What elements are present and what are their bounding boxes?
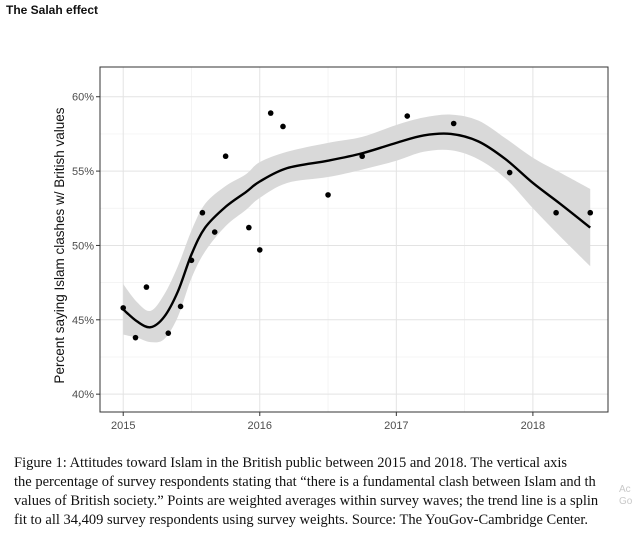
data-point — [222, 153, 229, 160]
data-point — [120, 305, 127, 311]
plot-panel-border — [99, 66, 609, 413]
watermark-line: Ac — [619, 484, 631, 495]
data-point — [359, 153, 365, 160]
watermark: Ac Go — [619, 484, 632, 508]
data-point — [587, 209, 594, 216]
data-point — [177, 303, 184, 310]
data-point — [267, 110, 274, 116]
caption-line: the percentage of survey respondents sta… — [14, 474, 596, 490]
data-point — [404, 113, 411, 119]
caption-line: Figure 1: Attitudes toward Islam in the … — [14, 455, 568, 471]
grid-minor-lines — [100, 67, 608, 412]
grid-major-lines — [100, 67, 608, 412]
data-point — [280, 123, 286, 130]
x-tick-label: 2015 — [111, 420, 135, 432]
data-point — [256, 247, 263, 253]
data-point — [553, 209, 559, 216]
x-tick-label: 2016 — [248, 420, 272, 432]
y-tick-label: 40% — [72, 389, 94, 401]
figure-caption: Figure 1: Attitudes toward Islam in the … — [14, 454, 636, 530]
data-points — [120, 110, 594, 341]
data-point — [450, 120, 457, 127]
data-point — [132, 334, 139, 341]
page-title: The Salah effect — [6, 3, 99, 17]
watermark-line: Go — [619, 496, 633, 507]
x-tick-label: 2018 — [521, 420, 545, 432]
confidence-band — [123, 114, 591, 343]
data-point — [199, 209, 206, 216]
x-tick-label: 2017 — [384, 420, 408, 432]
data-point — [188, 257, 195, 264]
y-tick-label: 55% — [72, 166, 94, 178]
data-point — [211, 229, 218, 235]
chart: 40% 45% 50% 55% 60% 2015 2016 2017 2018 Percent… — [52, 66, 609, 432]
y-tick-label: 50% — [72, 240, 94, 252]
y-axis: 40% 45% 50% 55% 60% — [72, 92, 100, 401]
data-point — [143, 284, 150, 290]
caption-line: values of British society.” Points are w… — [14, 493, 599, 509]
y-tick-label: 60% — [72, 92, 94, 104]
y-tick-label: 45% — [72, 315, 94, 327]
caption-line: fit to all 34,409 survey respondents usi… — [14, 512, 589, 528]
y-axis-label: Percent saying Islam clashes w/ British … — [52, 107, 67, 383]
trend-line — [122, 132, 591, 329]
data-point — [165, 330, 172, 336]
x-axis: 2015 2016 2017 2018 — [111, 412, 545, 432]
data-point — [325, 192, 331, 198]
data-point — [506, 169, 513, 176]
data-point — [246, 224, 252, 231]
